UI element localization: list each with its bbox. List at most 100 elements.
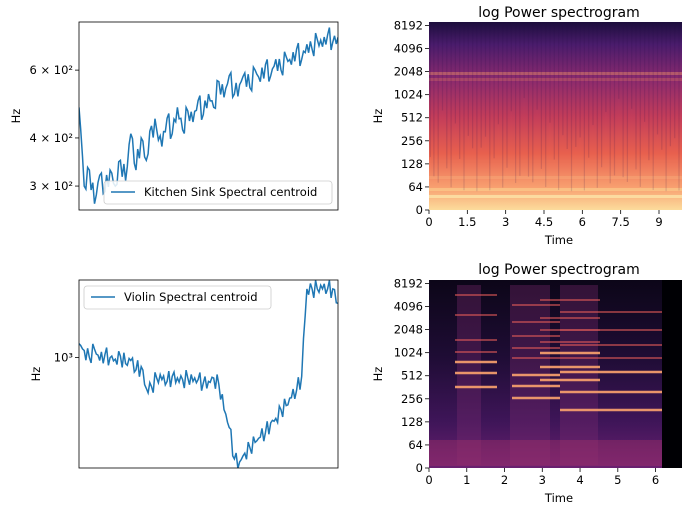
- spectrogram-streak: [678, 22, 680, 191]
- axes-frame: [78, 21, 339, 211]
- spectrogram-streak: [652, 22, 654, 190]
- y-tick-label: 4096: [394, 42, 423, 56]
- x-tick-label: 6: [579, 215, 586, 229]
- x-tick-label: 5: [614, 473, 621, 487]
- spectrogram-streak: [622, 22, 624, 178]
- y-tick-label: 1024: [394, 88, 423, 102]
- y-ticks: 0 64 128 256 512 1024 2048 4096 8192: [394, 18, 429, 217]
- series-line: [79, 27, 338, 204]
- y-tick-label: 0: [416, 203, 423, 217]
- spectrogram-streak: [484, 22, 487, 137]
- spectrogram-streak: [437, 22, 439, 183]
- spectrogram-streak: [506, 22, 508, 168]
- spectrogram-streak: [532, 22, 534, 183]
- chart-title: log Power spectrogram: [478, 5, 639, 21]
- y-tick-label: 2048: [394, 323, 423, 337]
- spectrogram-streak: [523, 22, 525, 99]
- y-tick-label: 256: [401, 392, 423, 406]
- chart-title: log Power spectrogram: [478, 262, 639, 278]
- spectrogram-streak: [446, 22, 448, 169]
- spectrogram-streak: [467, 22, 469, 136]
- x-axis-label: Time: [544, 233, 573, 247]
- spectrogram-band: [429, 78, 682, 81]
- spectrogram-streak: [648, 22, 650, 161]
- y-axis-label: Hz: [9, 109, 23, 124]
- y-tick-label: 1024: [394, 346, 423, 360]
- note-block: [560, 285, 598, 465]
- series-line: [79, 280, 338, 468]
- x-tick-label: 3: [539, 473, 546, 487]
- low-frequency-wash: [429, 440, 662, 466]
- spectrogram-streak: [665, 22, 667, 192]
- y-tick-label: 3 × 10²: [29, 179, 73, 193]
- x-tick-label: 9: [655, 215, 662, 229]
- legend: Violin Spectral centroid: [83, 285, 272, 310]
- x-tick-label: 2: [501, 473, 508, 487]
- legend: Kitchen Sink Spectral centroid: [103, 180, 333, 205]
- spectrogram-streak: [502, 22, 504, 188]
- x-tick-label: 6: [652, 473, 659, 487]
- y-tick-label: 4 × 10²: [29, 131, 73, 145]
- spectrogram-streak: [669, 22, 671, 147]
- spectrogram-streak: [674, 22, 676, 139]
- spectrogram-streak: [609, 22, 611, 184]
- violin-centroid-panel: 10³ Hz Violin Spectral centroid: [29, 279, 339, 469]
- spectrogram-streak: [459, 22, 461, 159]
- spectrogram-streak: [562, 22, 564, 136]
- y-ticks: 10³: [54, 351, 79, 365]
- spectrogram-streak: [601, 22, 603, 168]
- spectrogram-streak: [489, 22, 491, 191]
- x-tick-label: 1.5: [458, 215, 476, 229]
- spectrogram-streak: [463, 22, 465, 191]
- spectrogram-streak: [596, 22, 598, 188]
- y-tick-label: 128: [401, 157, 423, 171]
- x-tick-label: 4.5: [535, 215, 553, 229]
- spectrogram-streak: [441, 22, 444, 111]
- y-ticks: 0 64 128 256 512 1024 2048 4096 8192: [394, 276, 429, 475]
- kitchen-sink-centroid-plot: [79, 27, 338, 204]
- x-tick-label: 7.5: [612, 215, 630, 229]
- spectrogram-streak: [570, 22, 573, 192]
- y-tick-label: 512: [401, 369, 423, 383]
- y-tick-label: 2048: [394, 65, 423, 79]
- x-tick-label: 4: [576, 473, 583, 487]
- x-tick-label: 3: [502, 215, 509, 229]
- spectrogram-streak: [661, 22, 663, 150]
- spectrogram-streak: [536, 22, 538, 110]
- x-ticks: 0 1.5 3 4.5 6 7.5 9: [425, 210, 663, 229]
- spectrogram-streak: [454, 22, 456, 124]
- spectrogram-band: [429, 188, 682, 191]
- spectrogram-streak: [656, 22, 659, 135]
- spectrogram-streak: [605, 22, 607, 113]
- x-ticks: 0 1 2 3 4 5 6: [425, 468, 659, 487]
- spectrogram-streak: [553, 22, 555, 160]
- spectrogram-streak: [566, 22, 568, 150]
- kitchen-sink-centroid-panel: 3 × 10² 4 × 10² 6 × 10² Hz Kitchen Sink Sp…: [9, 21, 339, 211]
- spectrogram-panel-bottom: log Power spectrogram 064128256512102420…: [371, 262, 682, 505]
- y-axis-label: Hz: [371, 367, 385, 382]
- spectrogram-streak: [631, 22, 633, 109]
- spectrogram-texture: [429, 280, 682, 468]
- spectrogram-streak: [558, 22, 560, 191]
- y-ticks: 3 × 10² 4 × 10² 6 × 10²: [29, 63, 79, 193]
- spectrogram-streak: [476, 22, 478, 192]
- spectrogram-streak: [493, 22, 495, 159]
- y-tick-label: 64: [408, 438, 423, 452]
- spectrogram-streak: [592, 22, 594, 126]
- y-tick-label: 128: [401, 415, 423, 429]
- spectrogram-band: [429, 160, 682, 163]
- spectrogram-streak: [510, 22, 512, 112]
- spectrogram-streak: [472, 22, 474, 149]
- spectrogram-band: [429, 176, 682, 179]
- spectrogram-streak: [450, 22, 452, 188]
- x-tick-label: 0: [425, 473, 432, 487]
- y-tick-label: 0: [416, 461, 423, 475]
- y-axis-label: Hz: [371, 109, 385, 124]
- silent-tail: [662, 280, 682, 468]
- spectrogram-streak: [613, 22, 616, 176]
- spectrogram-streak: [515, 22, 517, 184]
- x-tick-label: 1: [463, 473, 470, 487]
- spectrogram-streak: [583, 22, 585, 191]
- y-tick-label: 10³: [54, 351, 74, 365]
